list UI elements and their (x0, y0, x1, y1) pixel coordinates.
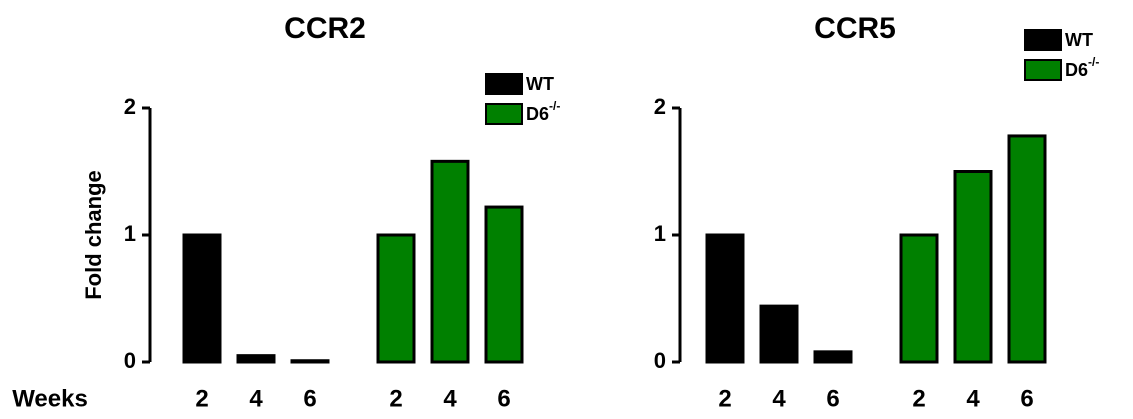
legend-label: D6-/- (526, 99, 560, 124)
bar (899, 233, 939, 364)
y-axis-label: Fold change (81, 170, 106, 300)
chart-title: CCR2 (284, 12, 366, 45)
legend-superscript: -/- (1088, 55, 1099, 69)
legend-name: WT (526, 74, 554, 94)
x-axis-label: Weeks (12, 385, 88, 412)
y-tick-label: 1 (124, 221, 136, 246)
x-tick-label: 2 (195, 385, 208, 412)
legend-name: WT (1065, 30, 1093, 50)
x-tick-label: 2 (389, 385, 402, 412)
legend-name: D6 (1065, 60, 1088, 80)
y-tick-label: 0 (654, 348, 666, 373)
bar (376, 233, 416, 364)
x-tick-label: 6 (826, 385, 839, 412)
x-tick-label: 2 (912, 385, 925, 412)
bar (290, 359, 330, 364)
legend-swatch (1024, 29, 1062, 51)
y-tick-label: 1 (654, 221, 666, 246)
x-tick-label: 4 (249, 385, 263, 412)
legend-swatch (485, 103, 523, 125)
x-tick-label: 6 (303, 385, 316, 412)
bar (236, 354, 276, 364)
legend-label: WT (1065, 30, 1093, 50)
bar (953, 170, 993, 364)
x-tick-label: 4 (966, 385, 980, 412)
legend-label: D6-/- (1065, 55, 1099, 80)
legend-name: D6 (526, 104, 549, 124)
x-tick-label: 2 (718, 385, 731, 412)
legend-swatch (485, 73, 523, 95)
y-tick-label: 0 (124, 348, 136, 373)
x-tick-label: 6 (497, 385, 510, 412)
legend-swatch (1024, 59, 1062, 81)
chart-title: CCR5 (814, 12, 896, 45)
bar (182, 233, 222, 364)
bar (1007, 134, 1047, 364)
bar (484, 205, 524, 364)
legend-superscript: -/- (549, 99, 560, 113)
y-tick-label: 2 (124, 94, 136, 119)
y-tick-label: 2 (654, 94, 666, 119)
x-tick-label: 4 (772, 385, 786, 412)
bar (759, 304, 799, 364)
bar (430, 159, 470, 364)
bar (813, 350, 853, 364)
legend-label: WT (526, 74, 554, 94)
bar (705, 233, 745, 364)
x-tick-label: 4 (443, 385, 457, 412)
x-tick-label: 6 (1020, 385, 1033, 412)
